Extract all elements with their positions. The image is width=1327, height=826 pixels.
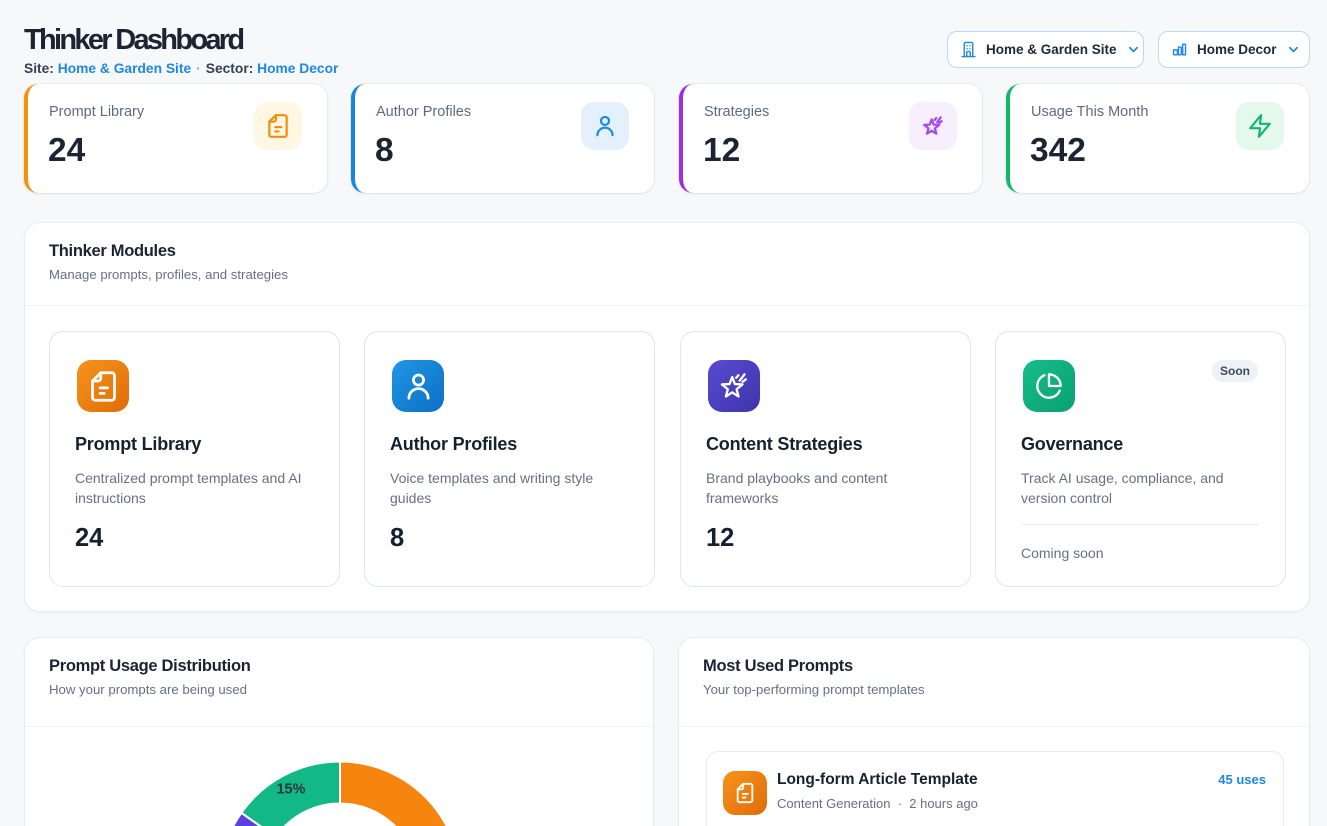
- svg-text:15%: 15%: [276, 782, 305, 798]
